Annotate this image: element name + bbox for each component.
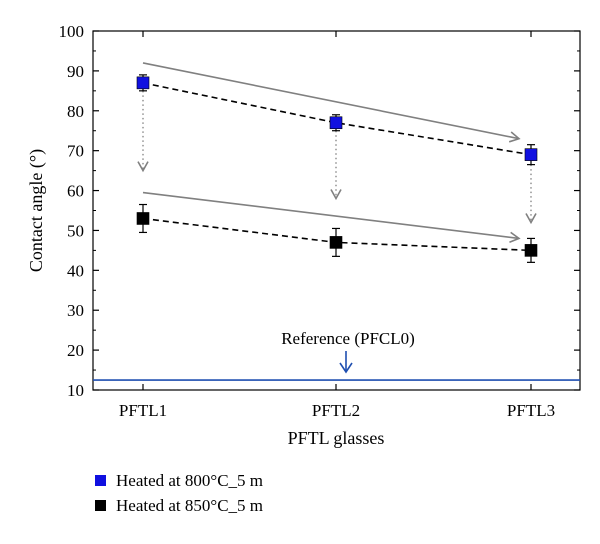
x-tick-label: PFTL3 xyxy=(507,401,555,420)
y-tick-label: 60 xyxy=(67,182,84,201)
y-tick-label: 40 xyxy=(67,261,84,280)
x-tick-label: PFTL1 xyxy=(119,401,167,420)
legend-label-850: Heated at 850°C_5 m xyxy=(116,496,263,515)
y-tick-label: 50 xyxy=(67,221,84,240)
reference-label: Reference (PFCL0) xyxy=(281,329,415,348)
y-tick-label: 30 xyxy=(67,301,84,320)
data-point xyxy=(136,76,150,90)
legend-swatch-800 xyxy=(95,475,106,486)
y-tick-label: 80 xyxy=(67,102,84,121)
y-tick-label: 20 xyxy=(67,341,84,360)
trend-arrow xyxy=(142,62,521,143)
data-point xyxy=(329,116,343,130)
legend: Heated at 800°C_5 m Heated at 850°C_5 m xyxy=(95,471,263,515)
data-point xyxy=(524,148,538,161)
y-tick-label: 10 xyxy=(67,381,84,400)
data-point xyxy=(329,236,343,249)
y-tick-label: 100 xyxy=(59,22,85,41)
y-axis-title: Contact angle (°) xyxy=(26,149,47,272)
y-tick-label: 90 xyxy=(67,62,84,81)
trend-arrow xyxy=(142,191,521,244)
y-tick-label: 70 xyxy=(67,142,84,161)
x-tick-label: PFTL2 xyxy=(312,401,360,420)
data-point xyxy=(136,212,150,225)
legend-label-800: Heated at 800°C_5 m xyxy=(116,471,263,490)
legend-swatch-850 xyxy=(95,500,106,511)
x-axis-title: PFTL glasses xyxy=(288,428,385,448)
series-line xyxy=(142,82,532,156)
data-point xyxy=(524,244,538,257)
